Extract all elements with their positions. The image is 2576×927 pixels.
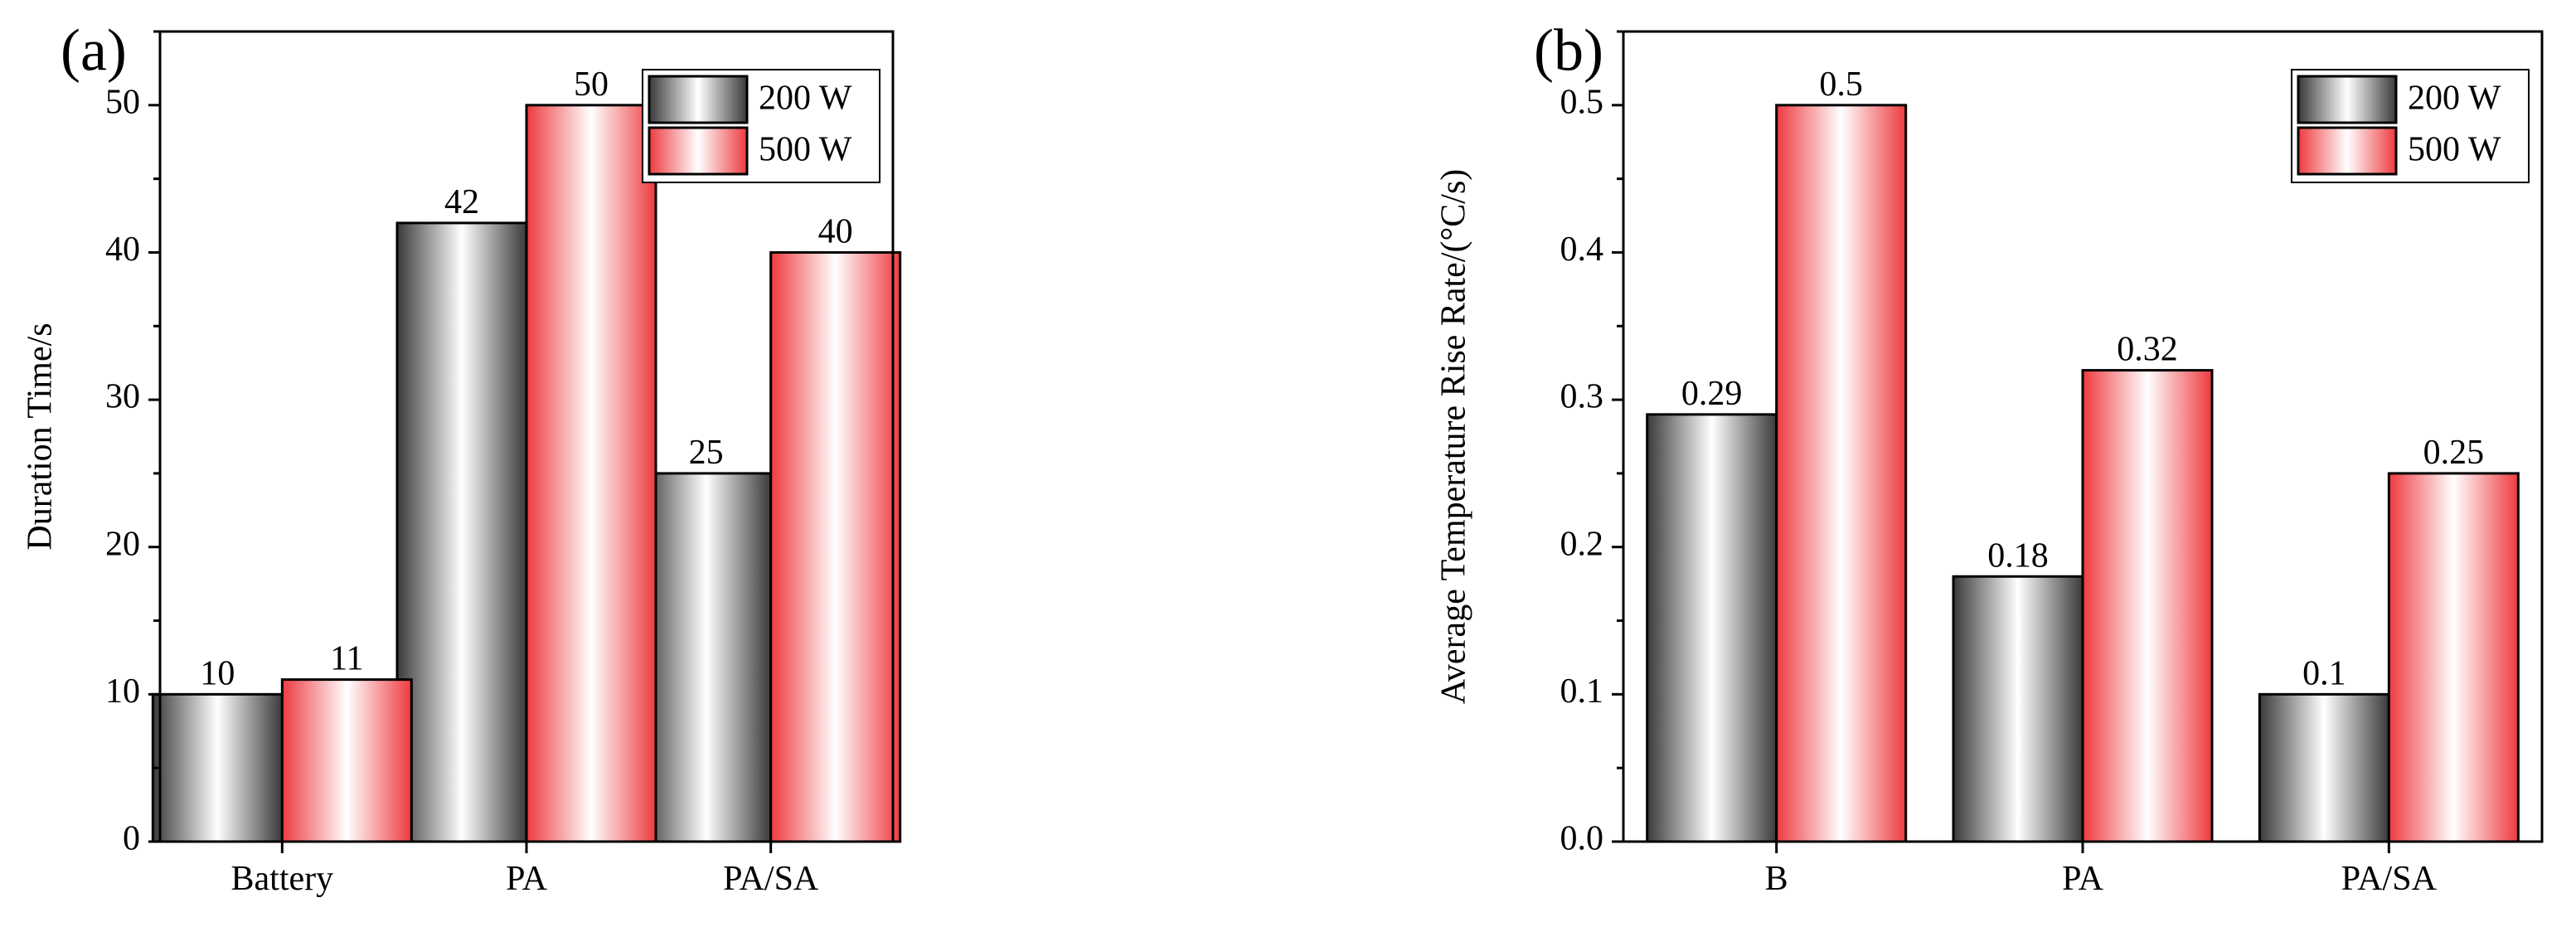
x-tick-label: PA: [506, 860, 548, 898]
legend-label: 500 W: [2408, 131, 2501, 169]
data-label: 0.25: [2423, 434, 2485, 472]
x-tick-label: B: [1765, 860, 1788, 898]
x-tick-label: Battery: [231, 860, 334, 898]
y-tick-label: 30: [105, 378, 140, 416]
x-tick-label: PA/SA: [2341, 860, 2438, 898]
y-tick-label: 20: [105, 525, 140, 563]
y-tick-label: 40: [105, 231, 140, 269]
y-tick-label: 50: [105, 83, 140, 121]
legend: 200 W 500 W: [2291, 69, 2530, 183]
legend-swatch: [2297, 75, 2398, 124]
bar-500w-pa: [525, 104, 657, 843]
y-axis-title: Average Temperature Rise Rate/(°C/s): [1435, 169, 1473, 705]
y-axis-title: Duration Time/s: [22, 323, 60, 550]
data-label: 11: [330, 640, 363, 678]
data-label: 42: [444, 183, 479, 221]
y-tick-label: 0.3: [1560, 378, 1604, 416]
bar-200w-pa: [1952, 575, 2084, 843]
y-tick-label: 0.4: [1560, 231, 1604, 269]
data-label: 40: [818, 212, 853, 250]
legend-swatch: [648, 126, 749, 176]
panel-label: (b): [1534, 17, 1603, 84]
bar-500w-pa: [2081, 369, 2214, 843]
bar-200w-b: [1646, 413, 1778, 843]
legend-swatch: [2297, 126, 2398, 176]
x-tick-label: PA: [2062, 860, 2104, 898]
y-tick-label: 0.0: [1560, 820, 1604, 858]
y-tick-label: 0.1: [1560, 672, 1604, 711]
bar-200w-battery: [151, 692, 284, 843]
bar-500w-b: [1775, 104, 1908, 843]
data-label: 0.29: [1681, 375, 1743, 413]
chart-panel-a: (a) 10 42 25 11 50 40 0 10 20 30 40 50 Battery PA PA/SA…: [22, 17, 902, 898]
legend-label: 200 W: [759, 80, 852, 118]
chart-panel-b: (b) 0.29 0.18 0.1 0.5 0.32 0.25 0.0 0.1 0.2 0.3 0.4…: [1435, 17, 2544, 898]
bar-200w-pasa: [2258, 692, 2390, 843]
legend-label: 500 W: [759, 131, 852, 169]
bar-500w-battery: [280, 678, 413, 843]
data-label: 25: [689, 434, 724, 472]
y-tick-label: 0: [123, 820, 140, 858]
legend-label: 200 W: [2408, 80, 2501, 118]
y-tick-label: 0.5: [1560, 83, 1604, 121]
y-tick-label: 10: [105, 672, 140, 711]
panel-label: (a): [61, 17, 127, 84]
legend: 200 W 500 W: [642, 69, 880, 183]
bar-500w-pasa: [769, 250, 902, 843]
data-label: 0.18: [1987, 536, 2049, 575]
data-label: 0.5: [1819, 66, 1863, 104]
bar-500w-pasa: [2387, 472, 2520, 843]
y-tick-label: 0.2: [1560, 525, 1604, 563]
data-label: 0.1: [2302, 654, 2346, 692]
data-label: 0.32: [2117, 331, 2178, 369]
data-label: 50: [574, 66, 609, 104]
x-tick-label: PA/SA: [723, 860, 819, 898]
bar-200w-pasa: [640, 472, 773, 843]
legend-swatch: [648, 75, 749, 124]
bar-200w-pa: [395, 221, 528, 843]
data-label: 10: [200, 654, 235, 692]
